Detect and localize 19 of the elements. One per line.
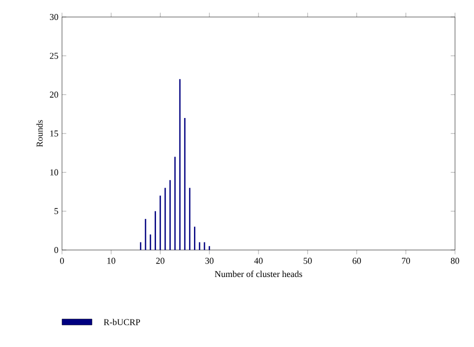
- x-tick-label: 50: [304, 258, 312, 264]
- x-tick-label: 30: [205, 258, 214, 264]
- y-axis-title: Rounds: [36, 120, 43, 147]
- y-tick-label: 15: [50, 130, 58, 137]
- x-tick-label: 80: [450, 258, 460, 264]
- y-tick-label: 5: [54, 208, 58, 214]
- y-tick-label: 10: [50, 169, 58, 176]
- x-tick-label: 60: [352, 258, 361, 264]
- x-tick-label: 10: [107, 258, 116, 264]
- x-tick-label: 70: [402, 258, 410, 264]
- x-tick-label: 20: [156, 258, 164, 264]
- x-axis-title: Number of cluster heads: [214, 270, 302, 278]
- y-tick-label: 20: [50, 92, 58, 98]
- y-tick-label: 30: [50, 14, 58, 20]
- x-tick-label: 0: [60, 258, 64, 264]
- y-tick-label: 0: [54, 246, 58, 254]
- y-tick-label: 25: [50, 52, 58, 59]
- legend-label: R-bUCRP: [104, 318, 140, 326]
- x-tick-label: 40: [254, 258, 263, 264]
